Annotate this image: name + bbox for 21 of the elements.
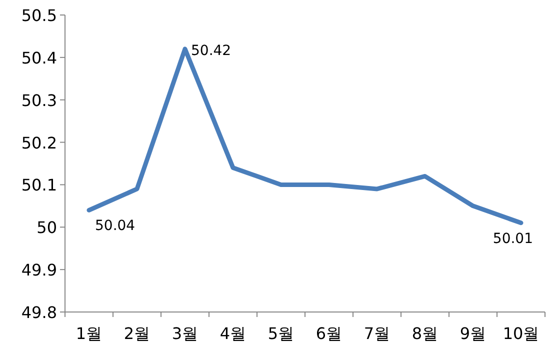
x-tick-label: 6월 xyxy=(316,324,342,343)
annotation: 50.01 xyxy=(492,230,533,247)
x-tick-label: 9월 xyxy=(460,324,486,343)
y-tick-label: 50.5 xyxy=(21,6,57,25)
x-tick-label: 5월 xyxy=(268,324,294,343)
y-tick-label: 50.3 xyxy=(21,90,57,110)
y-tick-label: 50.1 xyxy=(21,176,57,195)
x-tick-label: 8월 xyxy=(412,324,438,343)
annotation: 50.04 xyxy=(95,218,136,234)
y-tick-label: 50.2 xyxy=(21,133,57,152)
x-tick-label: 4월 xyxy=(220,324,246,343)
y-tick-label: 49.9 xyxy=(21,260,57,280)
y-tick-label: 50 xyxy=(36,218,57,238)
x-tick-label: 1월 xyxy=(76,324,102,343)
y-tick-label: 49.8 xyxy=(21,303,57,322)
x-tick-label: 10월 xyxy=(502,324,540,343)
x-tick-label: 2월 xyxy=(124,324,150,343)
x-tick-label: 7월 xyxy=(364,324,390,343)
y-tick-label: 50.4 xyxy=(21,48,57,68)
x-tick-label: 3월 xyxy=(172,324,198,343)
annotation: 50.42 xyxy=(191,42,232,59)
